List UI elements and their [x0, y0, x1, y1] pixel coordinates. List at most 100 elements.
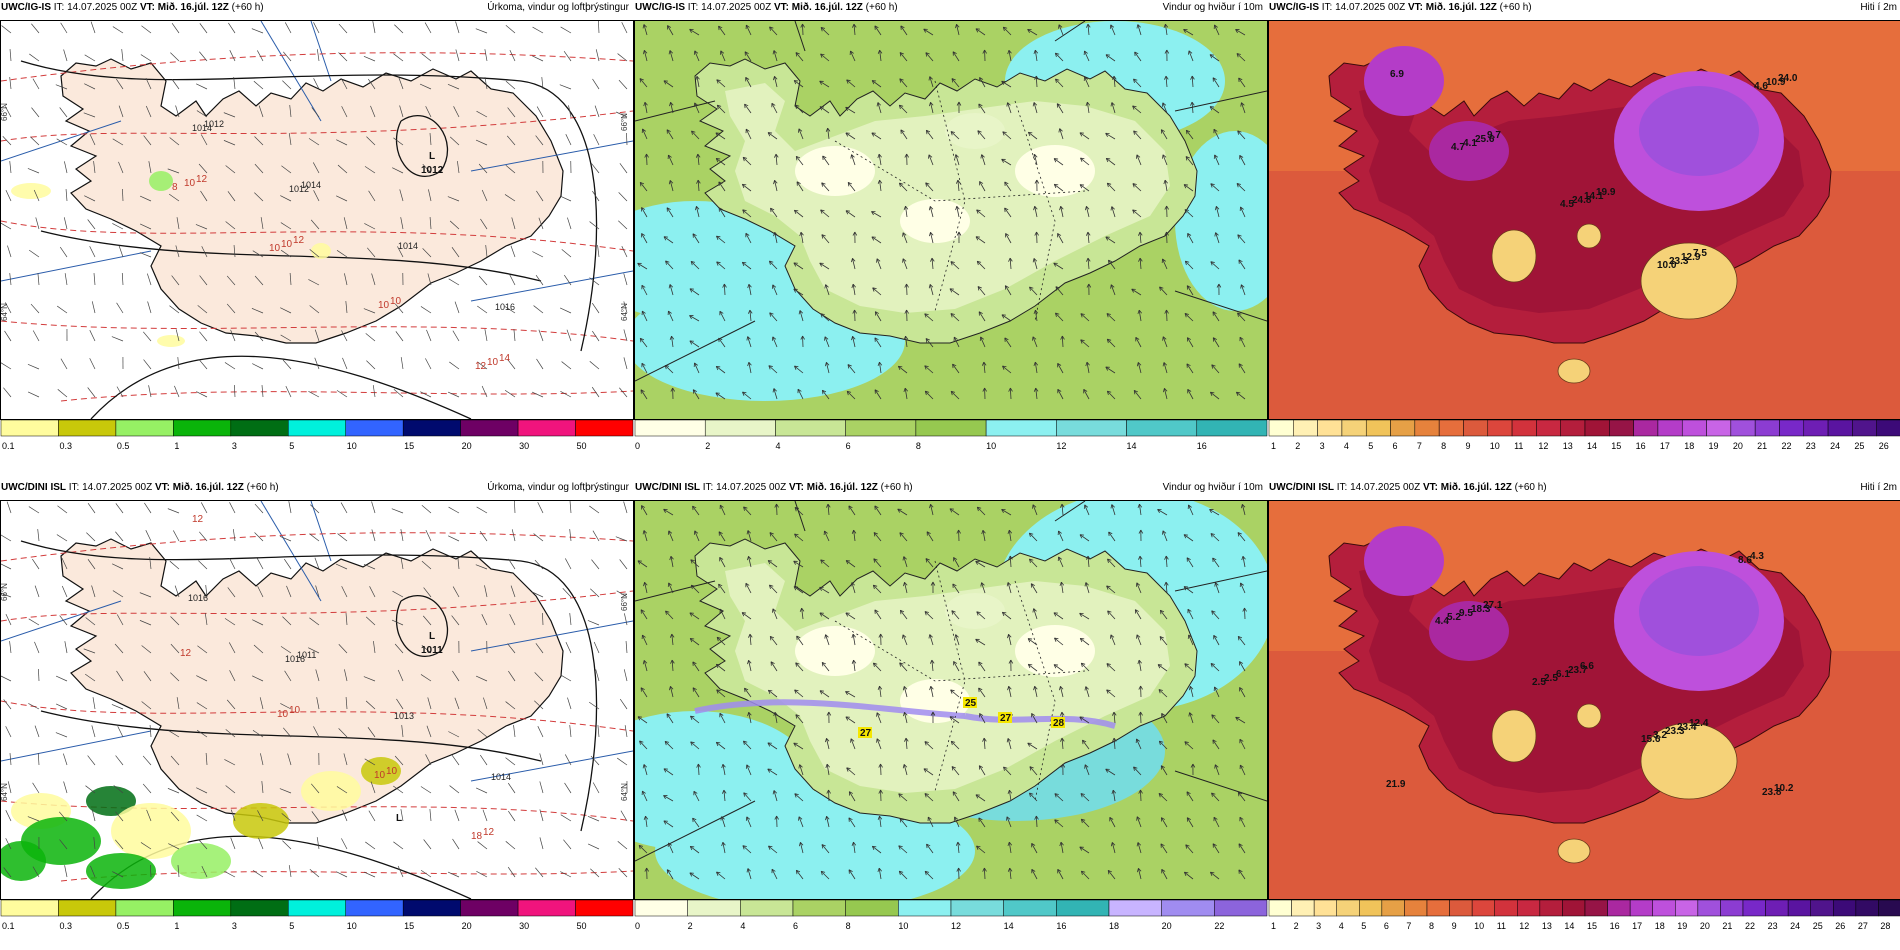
map-precipitation[interactable]: 1011 1013 1014 1016 1016 12 10 10 12 12 10 10 18 L 101…: [0, 500, 634, 900]
colorbar-swatch: [1291, 899, 1315, 917]
colorbar-swatch: [1471, 899, 1495, 917]
temperature-value: 4.4: [1435, 616, 1449, 627]
colorbar-tick-label: 11: [1497, 921, 1506, 931]
colorbar-swatch: [1765, 899, 1789, 917]
colorbar-tick-label: 0.1: [2, 921, 15, 931]
isobar-label: 1014: [491, 772, 511, 782]
colorbar-tick-label: 16: [1056, 921, 1066, 931]
temperature-value: 2.5: [1544, 673, 1558, 684]
colorbar-tick-label: 17: [1660, 441, 1670, 451]
temperature-value: 23.7: [1568, 665, 1588, 676]
colorbar-tick-label: 0: [635, 921, 640, 931]
header-left: UWC/DINI ISL IT: 14.07.2025 00Z VT: Mið.…: [1269, 482, 1547, 493]
colorbar-tick-label: 9: [1452, 921, 1457, 931]
temperature-value: 4.7: [1451, 142, 1465, 153]
colorbar-tick-label: 10: [347, 441, 357, 451]
temperature-value: 24.0: [1778, 73, 1798, 84]
iceland-land: [60, 58, 564, 344]
panel-ig-precip: UWC/IG-IS IT: 14.07.2025 00Z VT: Mið. 16…: [0, 0, 634, 456]
colorbar-tick-label: 22: [1745, 921, 1755, 931]
highland-area: [725, 83, 1170, 313]
colorbar-swatch: [634, 419, 706, 437]
colorbar-swatch: [845, 899, 899, 917]
colorbar-swatch: [1675, 899, 1699, 917]
colorbar-tick-label: 14: [1587, 441, 1597, 451]
temperature-value: 7.5: [1693, 248, 1707, 259]
colorbar-swatch: [1681, 419, 1707, 437]
colorbar-swatch: [402, 419, 461, 437]
colorbar-swatch: [1607, 899, 1631, 917]
colorbar-tick-label: 12: [1538, 441, 1548, 451]
colorbar-swatch: [460, 899, 519, 917]
panel-header: UWC/DINI ISL IT: 14.07.2025 00Z VT: Mið.…: [1268, 480, 1900, 496]
colorbar-swatch: [230, 899, 289, 917]
colorbar-tick-label: 21: [1722, 921, 1732, 931]
header-left: UWC/IG-IS IT: 14.07.2025 00Z VT: Mið. 16…: [1269, 2, 1532, 13]
colorbar-tick-label: 50: [577, 441, 587, 451]
colorbar-swatch: [230, 419, 289, 437]
colorbar-swatch: [1293, 419, 1318, 437]
colorbar-precipitation: 0.1 0.3 0.5 1 3 5 10 15 20 30 50: [0, 899, 634, 936]
colorbar-swatch: [1754, 419, 1780, 437]
colorbar-swatch: [1438, 419, 1464, 437]
colorbar-tick-label: 23: [1768, 921, 1778, 931]
isobar-label: 1012: [289, 184, 309, 194]
map-temperature[interactable]: 12.4 21.9 27.1 6.6 23.4 10.2 18.3 23.7 23.3 23.8 9…: [1268, 500, 1900, 900]
temperature-value: 5.2: [1447, 612, 1461, 623]
colorbar-tick-label: 1: [174, 441, 179, 451]
temperature-value: 23.3: [1669, 256, 1689, 267]
map-wind[interactable]: [634, 20, 1268, 420]
gust-value: 27: [860, 728, 872, 739]
temperature-value: 27.1: [1483, 600, 1503, 611]
temperature-value-labels: 19.97.56.99.714.112.924.025.624.823.310.…: [1390, 69, 1798, 271]
map-temperature[interactable]: 19.9 7.5 6.9 9.7 14.1 12.9 24.0 25.6 24.8 23.3 10.…: [1268, 20, 1900, 420]
colorbar-swatch: [0, 419, 59, 437]
panel-ig-wind: UWC/IG-IS IT: 14.07.2025 00Z VT: Mið. 16…: [634, 0, 1268, 456]
colorbar-swatch: [1833, 899, 1857, 917]
map-precipitation[interactable]: 1012 1014 1014 1016 1014 1012 14 12 12 10 10 10 10 10…: [0, 20, 634, 420]
colorbar-swatch: [1359, 899, 1383, 917]
colorbar-wind: 0 2 4 6 8 10 12 14 16 18 20 22: [634, 899, 1268, 936]
temperature-value: 19.9: [1596, 187, 1616, 198]
colorbar-tick-label: 24: [1830, 441, 1840, 451]
colorbar-tick-label: 16: [1197, 441, 1207, 451]
temperature-value: 3.2: [1653, 730, 1667, 741]
colorbar-swatch: [1390, 419, 1416, 437]
isobars: [20, 60, 598, 419]
colorbar-swatch: [1336, 899, 1360, 917]
colorbar-tick-label: 7: [1406, 921, 1411, 931]
temperature-value-labels: 12.4 21.9 27.1 6.6 23.4 10.2 18.3 23.7 23.3 23.8 9…: [1386, 551, 1794, 798]
colorbar-tick-label: 20: [1700, 921, 1710, 931]
panel-header: UWC/IG-IS IT: 14.07.2025 00Z VT: Mið. 16…: [634, 0, 1268, 16]
colorbar-tick-label: 2: [1295, 441, 1300, 451]
colorbar-swatch: [845, 419, 917, 437]
map-wind[interactable]: 25 27 27 28: [634, 500, 1268, 900]
colorbar-tick-label: 0.5: [117, 441, 130, 451]
region-borders: [834, 80, 1086, 322]
colorbar-swatch: [1108, 899, 1162, 917]
temperature-value: 14.1: [1584, 191, 1604, 202]
colorbar-tick-label: 17: [1632, 921, 1642, 931]
isotherm-label: 14: [499, 353, 511, 364]
colorbar-swatch: [1487, 419, 1513, 437]
colorbar-tick-label: 20: [1162, 921, 1172, 931]
colorbar-swatch: [460, 419, 519, 437]
colorbar-temperature: 1 2 3 4 5 6 7 8 9 10 11 12 13 14 15 16 17 18 19 20 21 22 23 24 2…: [1268, 899, 1900, 936]
colorbar-tick-label: 22: [1781, 441, 1791, 451]
product-title: Úrkoma, vindur og loftþrýstingur: [487, 2, 629, 13]
colorbar-swatch: [517, 899, 576, 917]
colorbar-swatch: [1730, 419, 1756, 437]
isotherm-label: 12: [483, 827, 495, 838]
colorbar-tick-label: 6: [793, 921, 798, 931]
colorbar-tick-label: 8: [1441, 441, 1446, 451]
hot-areas: [1364, 46, 1784, 211]
colorbar-tick-label: 1: [1271, 441, 1276, 451]
colorbar-swatch: [1803, 419, 1829, 437]
colorbar-tick-label: 6: [846, 441, 851, 451]
colorbar-swatch: [1852, 419, 1877, 437]
colorbar-swatch: [950, 899, 1004, 917]
temperature-value: 6.1: [1556, 669, 1570, 680]
product-title: Vindur og hviður í 10m: [1162, 482, 1263, 493]
panel-header: UWC/DINI ISL IT: 14.07.2025 00Z VT: Mið.…: [0, 480, 634, 496]
colorbar-swatch: [1214, 899, 1268, 917]
